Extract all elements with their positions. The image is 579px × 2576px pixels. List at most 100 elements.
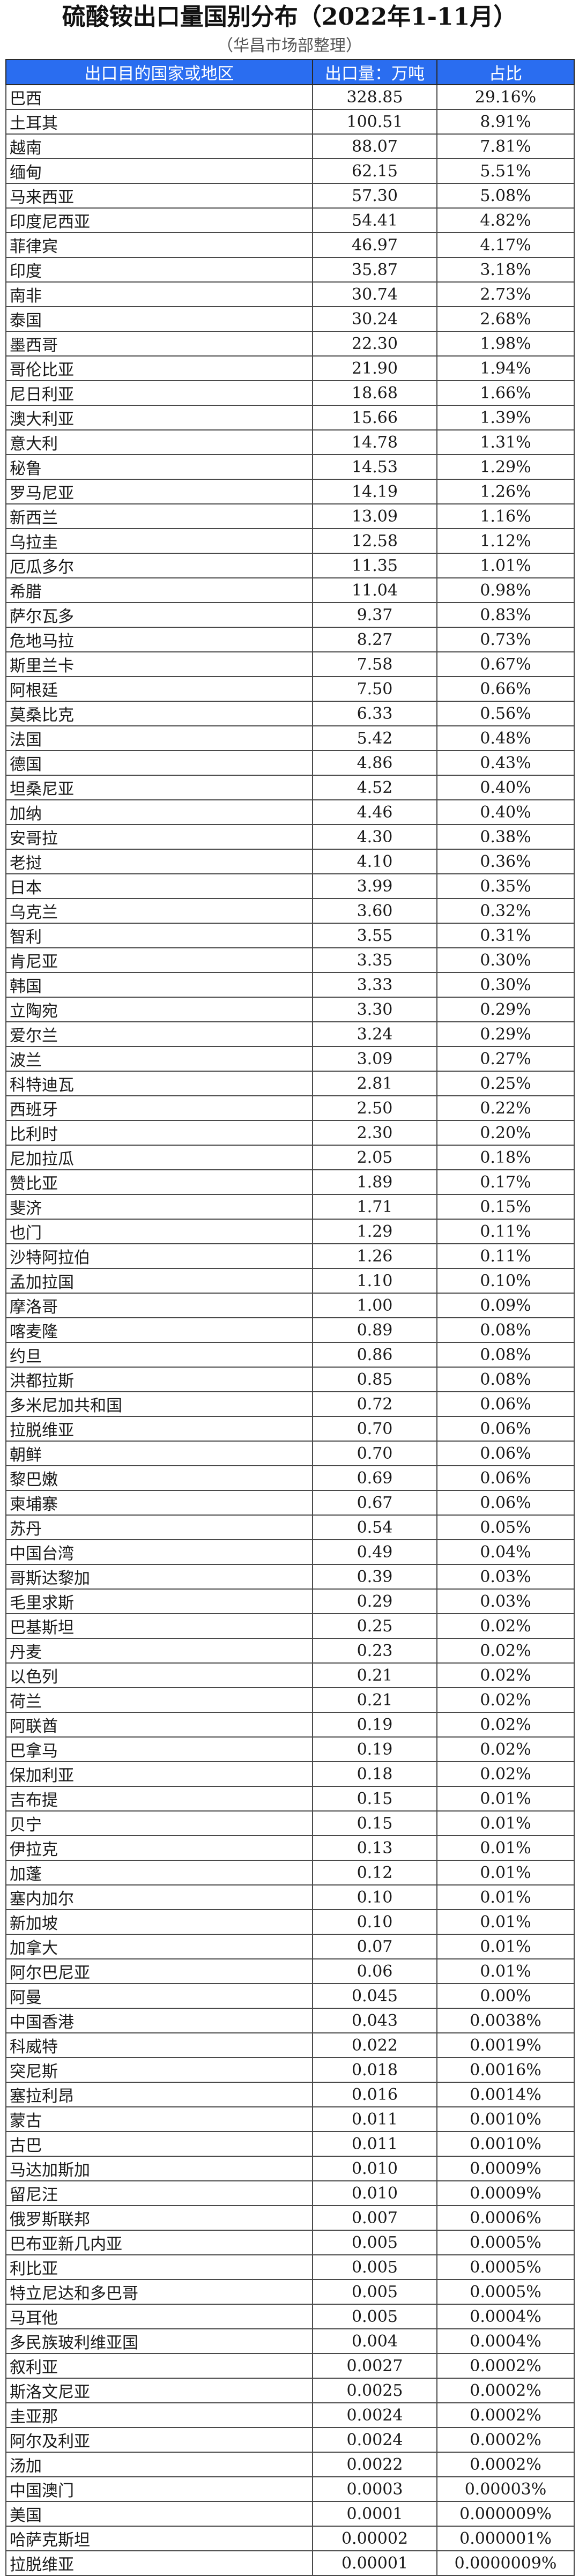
volume-cell: 3.99 — [312, 873, 437, 899]
table-row: 多民族玻利维亚国 0.004 0.0004% — [5, 2328, 575, 2354]
table-row: 赞比亚 1.89 0.17% — [5, 1169, 575, 1195]
country-cell: 孟加拉国 — [5, 1268, 313, 1294]
volume-cell: 0.25 — [312, 1613, 437, 1639]
country-cell: 荷兰 — [5, 1687, 313, 1713]
table-row: 罗马尼亚 14.19 1.26% — [5, 479, 575, 504]
share-cell: 0.0006% — [436, 2205, 575, 2231]
volume-cell: 1.10 — [312, 1268, 437, 1294]
share-cell: 5.51% — [436, 158, 575, 184]
volume-cell: 0.010 — [312, 2156, 437, 2181]
country-cell: 缅甸 — [5, 158, 313, 184]
country-cell: 德国 — [5, 750, 313, 776]
table-row: 吉布提 0.15 0.01% — [5, 1786, 575, 1812]
country-cell: 斯洛文尼亚 — [5, 2378, 313, 2403]
country-cell: 加纳 — [5, 799, 313, 825]
volume-cell: 0.19 — [312, 1736, 437, 1762]
table-row: 洪都拉斯 0.85 0.08% — [5, 1367, 575, 1392]
table-row: 德国 4.86 0.43% — [5, 750, 575, 776]
share-cell: 0.02% — [436, 1613, 575, 1639]
country-cell: 利比亚 — [5, 2254, 313, 2280]
share-cell: 0.0009% — [436, 2156, 575, 2181]
country-cell: 约旦 — [5, 1342, 313, 1368]
country-cell: 印度尼西亚 — [5, 207, 313, 233]
country-cell: 贝宁 — [5, 1810, 313, 1836]
table-row: 喀麦隆 0.89 0.08% — [5, 1317, 575, 1343]
country-cell: 吉布提 — [5, 1786, 313, 1812]
volume-cell: 4.86 — [312, 750, 437, 776]
country-cell: 萨尔瓦多 — [5, 602, 313, 628]
volume-cell: 2.81 — [312, 1071, 437, 1096]
table-row: 老挝 4.10 0.36% — [5, 849, 575, 874]
volume-cell: 0.15 — [312, 1810, 437, 1836]
country-cell: 斐济 — [5, 1194, 313, 1220]
table-row: 巴布亚新几内亚 0.005 0.0005% — [5, 2230, 575, 2255]
country-cell: 阿尔及利亚 — [5, 2427, 313, 2453]
volume-cell: 0.06 — [312, 1958, 437, 1984]
share-cell: 0.27% — [436, 1046, 575, 1072]
share-cell: 0.03% — [436, 1588, 575, 1614]
table-row: 以色列 0.21 0.02% — [5, 1662, 575, 1688]
table-row: 丹麦 0.23 0.02% — [5, 1638, 575, 1664]
country-cell: 尼加拉瓜 — [5, 1145, 313, 1170]
table-row: 也门 1.29 0.11% — [5, 1219, 575, 1244]
country-cell: 摩洛哥 — [5, 1293, 313, 1318]
table-row: 波兰 3.09 0.27% — [5, 1046, 575, 1072]
share-cell: 0.40% — [436, 775, 575, 800]
volume-cell: 2.05 — [312, 1145, 437, 1170]
volume-cell: 0.72 — [312, 1391, 437, 1417]
volume-cell: 0.10 — [312, 1884, 437, 1910]
table-row: 阿尔巴尼亚 0.06 0.01% — [5, 1958, 575, 1984]
volume-cell: 3.09 — [312, 1046, 437, 1072]
volume-cell: 30.74 — [312, 281, 437, 307]
share-cell: 4.17% — [436, 232, 575, 258]
country-cell: 拉脱维亚 — [5, 2550, 313, 2576]
country-cell: 喀麦隆 — [5, 1317, 313, 1343]
share-cell: 29.16% — [436, 84, 575, 110]
table-row: 澳大利亚 15.66 1.39% — [5, 405, 575, 430]
share-cell: 0.0038% — [436, 2008, 575, 2033]
column-header-country: 出口目的国家或地区 — [5, 59, 313, 85]
volume-cell: 0.011 — [312, 2131, 437, 2157]
share-cell: 0.31% — [436, 923, 575, 948]
country-cell: 多民族玻利维亚国 — [5, 2328, 313, 2354]
volume-cell: 0.19 — [312, 1712, 437, 1738]
table-row: 缅甸 62.15 5.51% — [5, 158, 575, 184]
volume-cell: 4.30 — [312, 824, 437, 850]
table-row: 肯尼亚 3.35 0.30% — [5, 947, 575, 973]
volume-cell: 0.10 — [312, 1909, 437, 1935]
volume-cell: 3.35 — [312, 947, 437, 973]
country-cell: 坦桑尼亚 — [5, 775, 313, 800]
country-cell: 泰国 — [5, 306, 313, 332]
table-row: 摩洛哥 1.00 0.09% — [5, 1293, 575, 1318]
table-row: 西班牙 2.50 0.22% — [5, 1095, 575, 1121]
table-row: 爱尔兰 3.24 0.29% — [5, 1021, 575, 1047]
share-cell: 0.01% — [436, 1835, 575, 1861]
table-row: 莫桑比克 6.33 0.56% — [5, 701, 575, 726]
country-cell: 立陶宛 — [5, 997, 313, 1022]
table-row: 伊拉克 0.13 0.01% — [5, 1835, 575, 1861]
share-cell: 0.43% — [436, 750, 575, 776]
table-row: 多米尼加共和国 0.72 0.06% — [5, 1391, 575, 1417]
volume-cell: 21.90 — [312, 355, 437, 381]
share-cell: 1.31% — [436, 429, 575, 455]
table-row: 马耳他 0.005 0.0004% — [5, 2304, 575, 2329]
volume-cell: 0.67 — [312, 1490, 437, 1516]
share-cell: 0.22% — [436, 1095, 575, 1121]
country-cell: 新西兰 — [5, 503, 313, 529]
country-cell: 圭亚那 — [5, 2402, 313, 2428]
volume-cell: 88.07 — [312, 133, 437, 159]
volume-cell: 0.043 — [312, 2008, 437, 2033]
share-cell: 0.03% — [436, 1564, 575, 1590]
share-cell: 0.56% — [436, 701, 575, 726]
table-row: 科威特 0.022 0.0019% — [5, 2032, 575, 2058]
table-row: 中国香港 0.043 0.0038% — [5, 2008, 575, 2033]
share-cell: 1.29% — [436, 454, 575, 480]
table-row: 智利 3.55 0.31% — [5, 923, 575, 948]
share-cell: 0.01% — [436, 1884, 575, 1910]
volume-cell: 0.016 — [312, 2082, 437, 2107]
volume-cell: 4.46 — [312, 799, 437, 825]
share-cell: 0.08% — [436, 1342, 575, 1368]
table-row: 印度尼西亚 54.41 4.82% — [5, 207, 575, 233]
country-cell: 多米尼加共和国 — [5, 1391, 313, 1417]
share-cell: 0.02% — [436, 1712, 575, 1738]
